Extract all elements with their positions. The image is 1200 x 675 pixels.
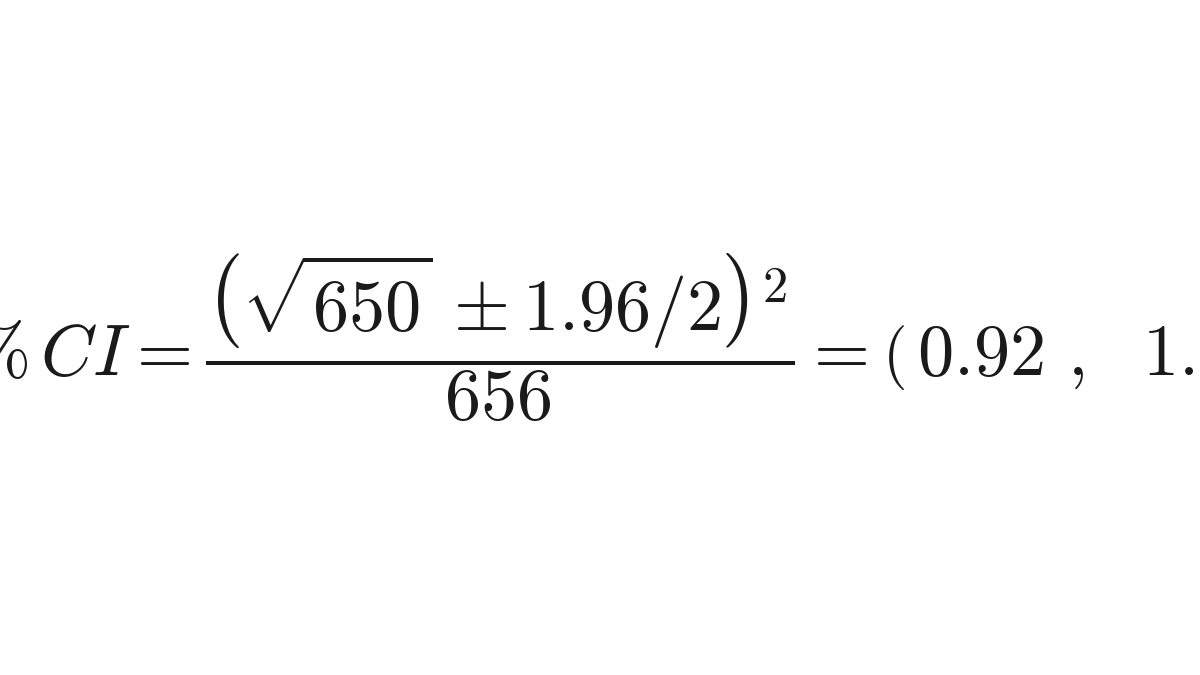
Text: $95\%\, CI = \dfrac{\left(\sqrt{650}\, \pm 1.96/2\right)^{2}}{656} = \left(\, 0.: $95\%\, CI = \dfrac{\left(\sqrt{650}\, \… — [0, 251, 1200, 424]
